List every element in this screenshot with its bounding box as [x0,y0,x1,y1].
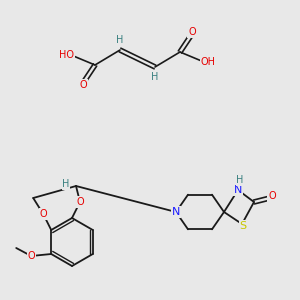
Text: O: O [39,209,47,219]
Text: O: O [76,197,84,207]
Text: N: N [234,185,242,195]
Text: O: O [27,251,35,261]
Text: H: H [236,175,244,185]
Text: H: H [62,179,70,189]
Text: O: O [188,27,196,37]
Text: H: H [116,35,124,45]
Text: S: S [239,221,247,231]
Text: O: O [268,191,276,201]
Text: H: H [151,72,159,82]
Text: N: N [172,207,180,217]
Text: OH: OH [200,57,215,67]
Text: O: O [79,80,87,90]
Text: HO: HO [59,50,74,60]
